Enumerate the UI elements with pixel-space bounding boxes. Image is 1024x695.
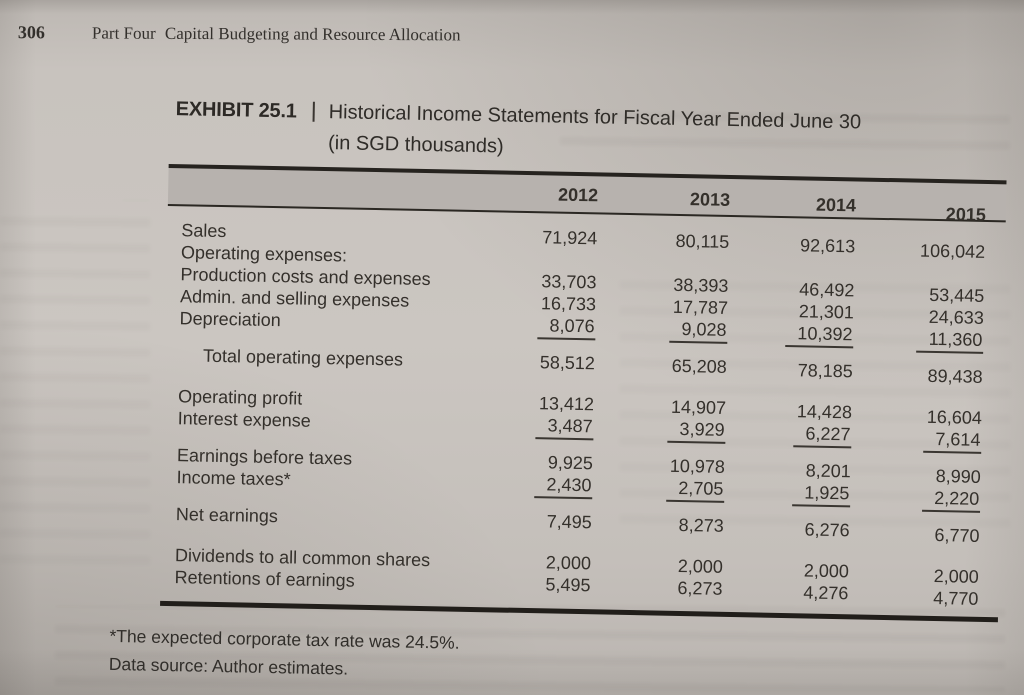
table-cell: 46,492 [799, 279, 855, 301]
table-cell: 16,604 [926, 406, 983, 428]
table-cell: 58,512 [539, 352, 596, 374]
row-label: Total operating expenses [202, 345, 404, 370]
table-cell: 2,220 [850, 485, 981, 513]
table-cell: 13,412 [538, 393, 595, 415]
table-cell: 6,276 [804, 519, 850, 541]
table-cell: 2,000 [545, 552, 592, 574]
table-cell: 2,000 [933, 565, 979, 587]
exhibit-25-1: EXHIBIT 25.1 Historical Income Statement… [109, 96, 1020, 695]
footnotes: *The expected corporate tax rate was 24.… [109, 622, 1010, 695]
table-cell: 17,787 [672, 296, 729, 318]
table-cell: 9,925 [547, 452, 594, 474]
income-statement-table: 2012 2013 2014 2015 Sales 71,924 80,115 … [160, 163, 1007, 623]
row-label: Net earnings [175, 504, 279, 527]
table-cell: 106,042 [919, 240, 986, 262]
table-cell: 2,000 [677, 555, 724, 577]
table-cell: 71,924 [542, 227, 598, 249]
table-cell [597, 250, 729, 275]
table-cell: 80,115 [675, 230, 730, 252]
table-cell: 7,495 [546, 511, 592, 533]
running-head: 306 Part Four Capital Budgeting and Reso… [0, 22, 1024, 53]
table-cell: 21,301 [798, 301, 855, 323]
table-cell: 1,925 [724, 480, 851, 508]
part-label: Part Four [91, 23, 156, 43]
column-header-2015: 2015 [945, 203, 987, 225]
table-cell: 8,201 [805, 460, 851, 482]
exhibit-label: EXHIBIT 25.1 [175, 98, 297, 123]
table-cell: 6,227 [725, 421, 852, 449]
table-cell: 11,360 [853, 326, 984, 354]
table-cell: 33,703 [541, 271, 597, 293]
exhibit-title-line1: Historical Income Statements for Fiscal … [328, 101, 862, 134]
table-body: Sales 71,924 80,115 92,613 106,042 Opera… [160, 206, 1005, 609]
table-cell [854, 260, 984, 285]
row-label: Retentions of earnings [174, 567, 355, 591]
table-cell: 38,393 [673, 274, 729, 296]
table-cell: 5,495 [545, 574, 591, 596]
column-header-2014: 2014 [815, 194, 857, 215]
table-cell: 3,487 [463, 413, 594, 441]
exhibit-title-line2: (in SGD thousands) [327, 132, 504, 158]
table-cell: 4,770 [933, 587, 979, 609]
table-cell: 14,428 [796, 401, 853, 423]
table-cell: 92,613 [799, 235, 856, 257]
table-cell: 8,990 [935, 466, 981, 487]
page-number: 306 [17, 22, 45, 43]
table-cell [467, 247, 597, 272]
table-cell: 65,208 [671, 355, 728, 377]
table-cell: 14,907 [670, 396, 727, 418]
table-cell [729, 255, 855, 279]
header-spacer [168, 187, 468, 193]
table-cell: 16,733 [540, 293, 597, 315]
table-cell: 6,770 [934, 525, 980, 546]
table-cell: 6,273 [677, 577, 723, 599]
table-cell: 4,276 [803, 582, 849, 604]
column-header-2013: 2013 [689, 188, 731, 210]
table-cell: 89,438 [927, 365, 983, 387]
row-label: Interest expense [177, 408, 311, 431]
table-cell: 8,076 [465, 313, 596, 341]
row-label: Depreciation [179, 308, 281, 331]
table-cell: 24,633 [928, 306, 985, 328]
part-title: Capital Budgeting and Resource Allocatio… [164, 23, 461, 45]
table-cell: 53,445 [929, 284, 985, 306]
table-cell: 10,392 [727, 321, 854, 349]
exhibit-title: EXHIBIT 25.1 Historical Income Statement… [175, 97, 1020, 168]
title-divider-bar [312, 101, 315, 122]
table-cell: 3,929 [593, 416, 726, 444]
exhibit-title-text: Historical Income Statements for Fiscal … [328, 100, 861, 165]
table-cell: 9,028 [595, 316, 728, 344]
table-cell: 7,614 [851, 426, 982, 454]
table-cell: 2,705 [592, 475, 725, 503]
table-cell: 8,273 [678, 515, 724, 536]
table-cell: 2,000 [803, 560, 850, 582]
table-cell: 2,430 [462, 472, 593, 500]
table-cell: 10,978 [669, 455, 726, 477]
row-label: Income taxes* [176, 467, 291, 490]
column-header-2012: 2012 [557, 184, 599, 205]
table-cell: 78,185 [797, 360, 853, 382]
